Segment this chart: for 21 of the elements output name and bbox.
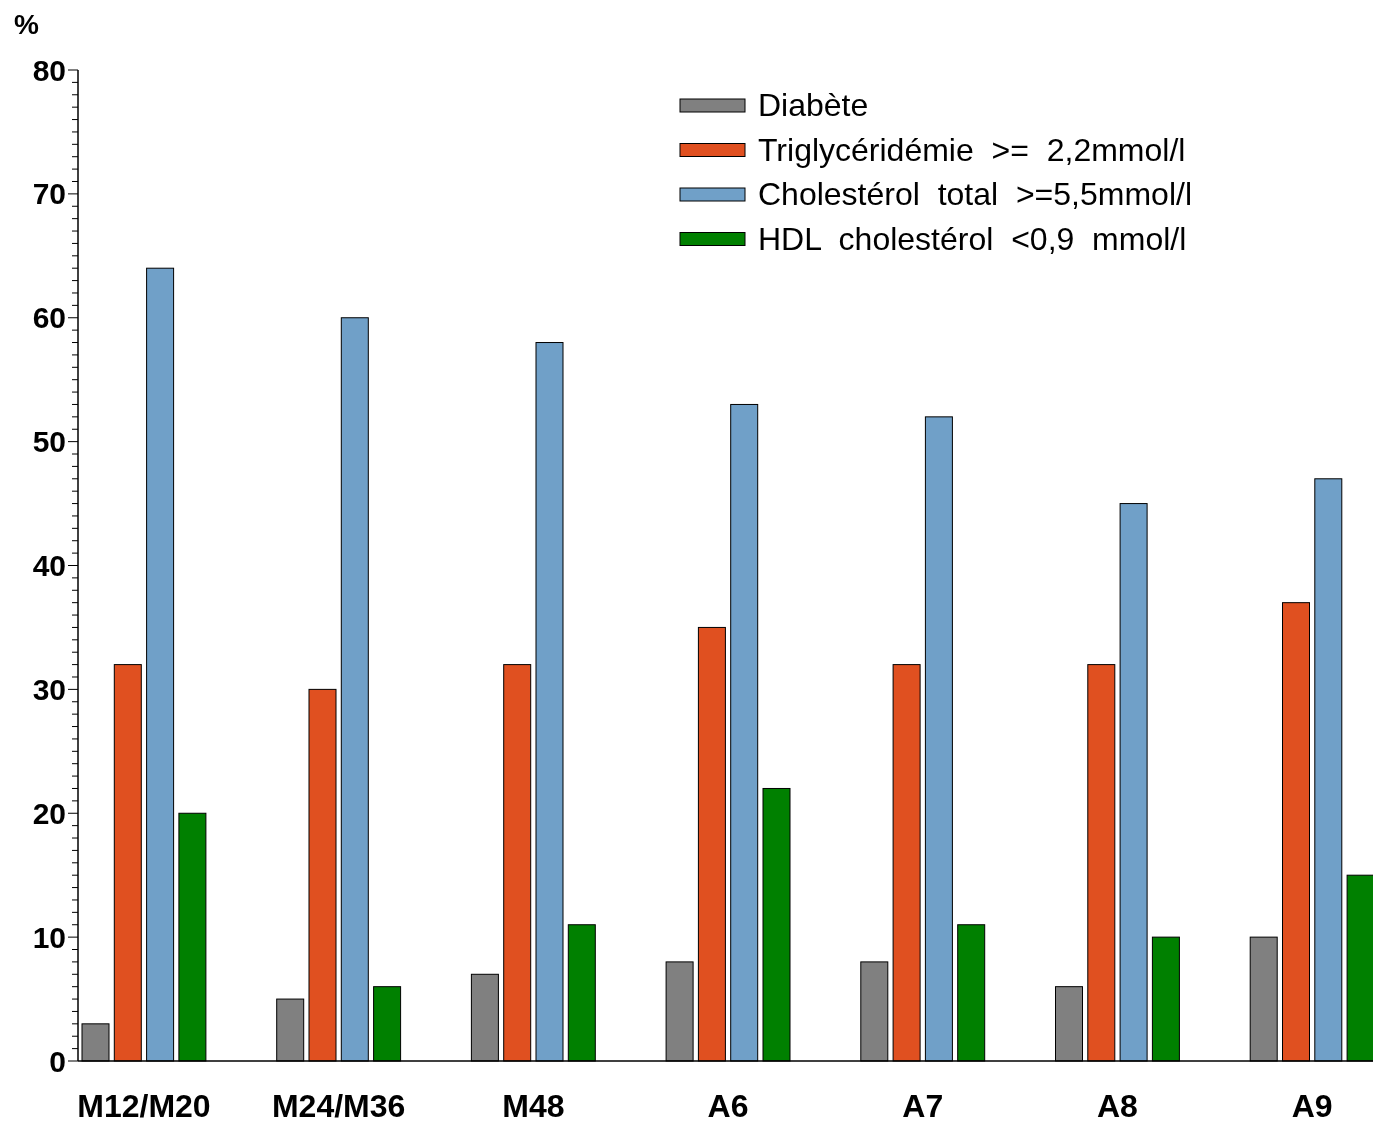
y-tick-label: 50 — [32, 425, 66, 459]
y-tick-label: 0 — [49, 1044, 66, 1078]
y-tick-label: 80 — [32, 53, 66, 87]
legend-label: HDL cholestérol <0,9 mmol/l — [758, 220, 1187, 257]
x-tick-label: M12/M20 — [77, 1088, 211, 1122]
y-tick-label: 40 — [32, 549, 66, 582]
x-tick-label: A8 — [1097, 1088, 1138, 1122]
x-tick-label: A6 — [707, 1088, 749, 1122]
y-axis-title: % — [14, 9, 39, 40]
legend-label: Triglycéridémie >= 2,2mmol/l — [758, 131, 1186, 168]
legend-label: Cholestérol total >=5,5mmol/l — [758, 176, 1192, 213]
y-tick-label: 20 — [32, 796, 66, 830]
x-tick-label: A9 — [1291, 1088, 1333, 1122]
x-tick-label: A7 — [902, 1088, 944, 1122]
y-tick-label: 10 — [32, 920, 66, 954]
legend-label: Diabète — [758, 87, 869, 124]
x-tick-label: M48 — [502, 1088, 565, 1122]
y-tick-label: 70 — [32, 177, 66, 211]
y-tick-label: 30 — [32, 672, 66, 706]
y-tick-label: 60 — [32, 301, 66, 335]
x-tick-label: M24/M36 — [271, 1088, 406, 1122]
